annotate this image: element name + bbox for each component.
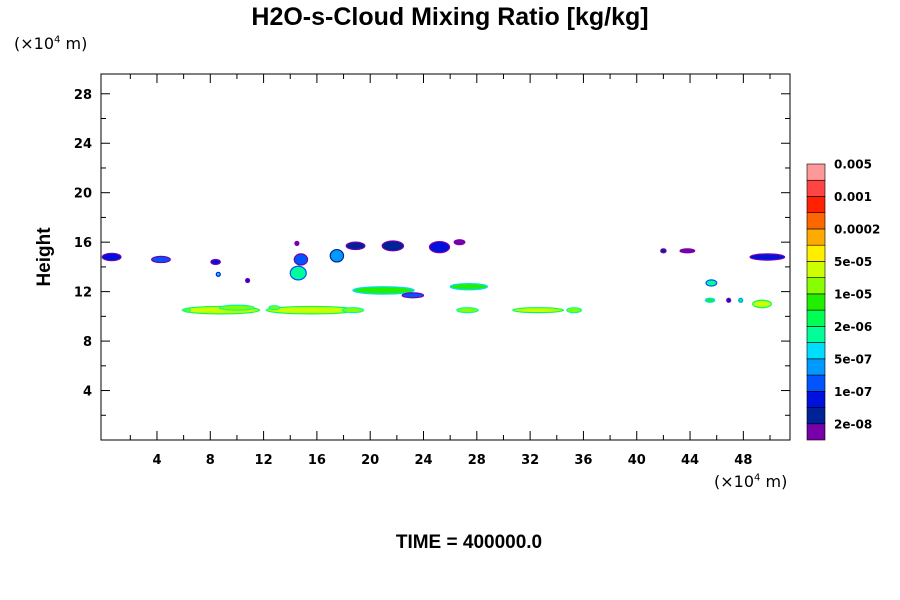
colorbar-swatch — [806, 212, 826, 230]
x-unit-label: (×104 m) — [714, 472, 788, 491]
cloud-region — [738, 297, 744, 303]
x-tick-label: 44 — [681, 453, 699, 468]
cloud-region — [749, 253, 786, 261]
colorbar-label: 5e-05 — [834, 255, 872, 269]
x-axis: 4 8 12 16 20 24 28 32 36 40 44 48 — [129, 74, 771, 468]
y-tick-label: 8 — [83, 335, 92, 350]
plot-frame — [100, 73, 791, 441]
cloud-region — [512, 307, 565, 314]
cloud-region — [215, 271, 221, 277]
colorbar-label: 1e-05 — [834, 287, 872, 301]
x-tick-label: 20 — [361, 453, 379, 468]
y-axis-label: Height — [34, 227, 55, 287]
cloud-region — [210, 258, 221, 266]
colorbar: 2e-08 1e-07 5e-07 2e-06 1e-05 5e-05 0.0002 0.00… — [806, 158, 880, 441]
cloud-region — [705, 279, 718, 287]
x-tick-label: 48 — [734, 453, 752, 468]
cloud-region — [293, 253, 309, 266]
cloud-region — [294, 240, 300, 246]
cloud-region — [219, 304, 255, 311]
y-tick-label: 4 — [83, 385, 92, 400]
colorbar-swatch — [806, 407, 826, 425]
colorbar-label: 1e-07 — [834, 385, 872, 399]
cloud-region — [660, 248, 667, 254]
colorbar-swatch — [806, 163, 826, 181]
colorbar-swatch — [806, 244, 826, 262]
cloud-region — [101, 252, 122, 262]
colorbar-swatch — [806, 390, 826, 408]
colorbar-label: 5e-07 — [834, 352, 872, 366]
y-axis: 4 8 12 16 20 24 28 — [74, 88, 790, 416]
cloud-region — [704, 297, 716, 303]
colorbar-label: 0.0002 — [834, 222, 880, 236]
cloud-region — [679, 248, 696, 254]
x-tick-label: 40 — [628, 453, 646, 468]
cloud-region — [244, 277, 251, 284]
cloud-region — [401, 292, 425, 299]
y-tick-label: 24 — [74, 137, 92, 152]
colorbar-label: 2e-06 — [834, 320, 872, 334]
colorbar-swatch — [806, 342, 826, 360]
y-tick-label: 28 — [74, 88, 92, 103]
y-tick-label: 12 — [74, 286, 92, 301]
colorbar-swatch — [806, 277, 826, 295]
time-label: TIME = 400000.0 — [395, 532, 543, 553]
cloud-region — [449, 282, 489, 291]
colorbar-label: 0.005 — [834, 158, 872, 172]
cloud-region — [352, 286, 415, 295]
cloud-region — [456, 307, 479, 314]
colorbar-swatch — [806, 261, 826, 278]
colorbar-swatch — [806, 228, 826, 246]
cloud-region — [752, 299, 772, 309]
colorbar-swatch — [806, 179, 826, 197]
x-tick-label: 36 — [574, 453, 592, 468]
y-unit-label: (×104 m) — [14, 34, 88, 53]
x-tick-label: 8 — [206, 453, 215, 468]
colorbar-label: 2e-08 — [834, 417, 872, 431]
y-tick-label: 20 — [74, 187, 92, 202]
x-tick-label: 4 — [152, 453, 161, 468]
cloud-region — [341, 307, 365, 314]
colorbar-swatch — [806, 293, 826, 311]
cloud-region — [289, 265, 307, 281]
x-tick-label: 12 — [255, 453, 273, 468]
cloud-region — [566, 307, 583, 314]
x-tick-label: 32 — [521, 453, 539, 468]
cloud-region — [453, 239, 466, 246]
x-tick-label: 16 — [308, 453, 326, 468]
cloud-regions — [101, 239, 786, 315]
colorbar-swatch — [806, 374, 826, 392]
colorbar-swatch — [806, 423, 826, 441]
cloud-region — [345, 241, 366, 251]
cloud-region — [151, 255, 171, 264]
x-tick-label: 24 — [414, 453, 432, 468]
cloud-region — [381, 240, 405, 252]
colorbar-swatch — [806, 309, 826, 327]
y-tick-label: 16 — [74, 236, 92, 251]
x-tick-label: 28 — [468, 453, 486, 468]
cloud-region — [726, 297, 732, 303]
colorbar-swatch — [806, 326, 826, 343]
cloud-region — [329, 248, 345, 263]
colorbar-swatch — [806, 196, 826, 214]
colorbar-swatch — [806, 358, 826, 376]
chart-title: H2O-s-Cloud Mixing Ratio [kg/kg] — [251, 3, 649, 31]
colorbar-label: 0.001 — [834, 190, 872, 204]
cloud-region — [428, 240, 451, 254]
cloud-region — [268, 305, 281, 311]
cloud-region — [184, 307, 191, 313]
